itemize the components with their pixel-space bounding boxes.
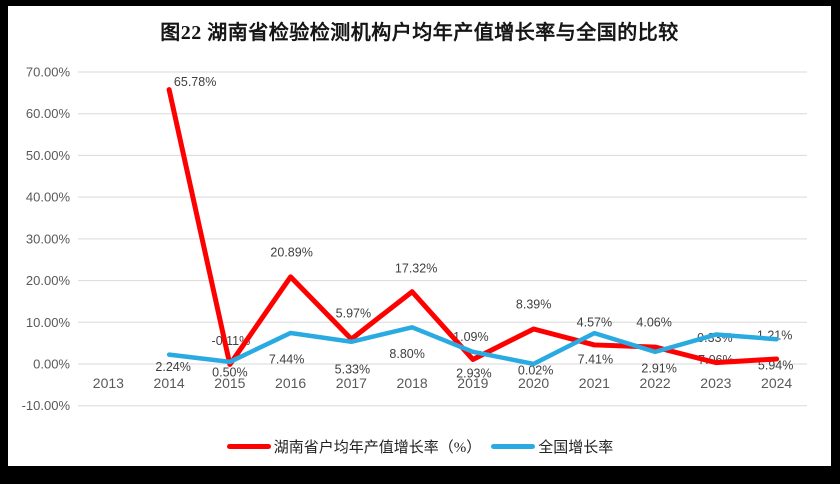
x-tick-label: 2021 <box>579 375 610 391</box>
y-tick-label: 70.00% <box>26 65 71 80</box>
data-label: 8.80% <box>389 347 424 361</box>
y-tick-label: 30.00% <box>26 231 71 246</box>
x-tick-label: 2013 <box>93 375 124 391</box>
chart-legend: 湖南省户均年产值增长率（%） 全国增长率 <box>0 436 840 457</box>
x-tick-label: 2018 <box>397 375 428 391</box>
x-tick-label: 2015 <box>214 375 245 391</box>
x-tick-label: 2017 <box>336 375 367 391</box>
y-tick-label: 10.00% <box>26 315 71 330</box>
data-label: 17.32% <box>395 261 437 275</box>
data-label: -0.11% <box>212 334 251 348</box>
series-line-national <box>166 325 779 367</box>
legend-item-hunan: 湖南省户均年产值增长率（%） <box>226 436 482 457</box>
data-label: 0.50% <box>212 365 247 379</box>
data-label: 0.02% <box>518 363 553 377</box>
series-line-hunan <box>166 87 780 367</box>
data-label: 5.94% <box>758 359 793 373</box>
data-label: 8.39% <box>516 298 551 312</box>
data-label: 4.57% <box>577 315 612 329</box>
y-tick-label: 20.00% <box>26 273 71 288</box>
legend-line-swatch-blue <box>491 444 536 449</box>
x-tick-label: 2022 <box>640 375 671 391</box>
y-tick-label: 0.00% <box>33 357 70 372</box>
data-label: 5.33% <box>335 362 370 376</box>
x-tick-label: 2016 <box>275 375 306 391</box>
legend-label-hunan: 湖南省户均年产值增长率（%） <box>273 440 482 456</box>
data-label: 2.91% <box>641 361 676 375</box>
legend-label-national: 全国增长率 <box>538 440 614 456</box>
y-tick-label: -10.00% <box>22 398 71 413</box>
data-label: 7.41% <box>578 353 613 367</box>
legend-line-swatch-red <box>226 444 271 449</box>
x-tick-label: 2014 <box>154 375 185 391</box>
y-tick-label: 40.00% <box>26 190 71 205</box>
data-label: 2.93% <box>456 366 491 380</box>
data-label: 1.09% <box>453 330 488 344</box>
data-label: 20.89% <box>270 245 312 259</box>
y-tick-label: 50.00% <box>26 148 71 163</box>
x-tick-label: 2019 <box>457 375 488 391</box>
y-tick-label: 60.00% <box>26 106 71 121</box>
data-label: 65.78% <box>174 75 216 89</box>
chart-canvas: 图22 湖南省检验检测机构户均年产值增长率与全国的比较 <box>8 6 831 466</box>
legend-item-national: 全国增长率 <box>491 436 613 457</box>
x-tick-label: 2023 <box>700 375 731 391</box>
data-label: 4.06% <box>636 316 671 330</box>
data-label: 2.24% <box>155 360 190 374</box>
x-tick-label: 2020 <box>518 375 549 391</box>
x-tick-label: 2024 <box>761 375 792 391</box>
chart-title: 图22 湖南省检验检测机构户均年产值增长率与全国的比较 <box>160 22 679 44</box>
data-label: 5.97% <box>336 307 371 321</box>
data-label: 7.44% <box>269 352 304 366</box>
